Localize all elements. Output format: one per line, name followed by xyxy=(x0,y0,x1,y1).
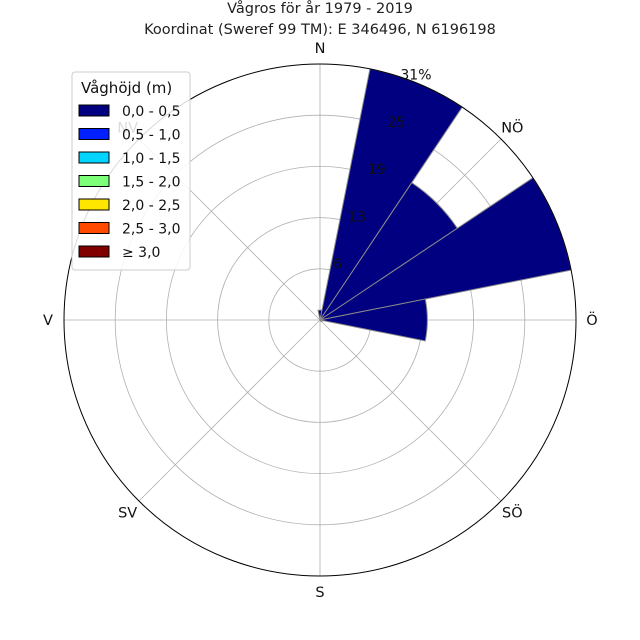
legend-frame xyxy=(71,71,191,271)
legend-swatch xyxy=(78,245,110,258)
direction-label: NÖ xyxy=(501,119,523,137)
legend-label: 1,0 - 1,5 xyxy=(122,151,180,167)
direction-label: S xyxy=(315,585,324,601)
rose-bar xyxy=(319,298,428,342)
radial-tick-label: 19 xyxy=(368,162,386,178)
polar-grid xyxy=(64,64,576,576)
chart-subtitle: Koordinat (Sweref 99 TM): E 346496, N 61… xyxy=(144,22,496,38)
legend-label: 2,5 - 3,0 xyxy=(122,222,180,238)
radial-tick-label: 6 xyxy=(333,257,342,273)
legend-swatch xyxy=(78,198,110,211)
radial-tick-labels: 6 13 19 25 31% xyxy=(333,67,431,272)
direction-label: Ö xyxy=(586,311,597,329)
legend-label: ≥ 3,0 xyxy=(122,245,160,261)
direction-label: SÖ xyxy=(502,503,523,521)
rose-bars xyxy=(317,68,572,342)
direction-label: N xyxy=(315,41,326,57)
legend-swatch xyxy=(78,128,110,140)
legend-label: 0,0 - 0,5 xyxy=(122,104,180,120)
legend-swatch xyxy=(78,151,110,164)
legend-title: Våghöjd (m) xyxy=(81,79,172,97)
polar-frame xyxy=(63,63,577,577)
legend-swatch xyxy=(78,222,110,234)
rose-bar xyxy=(319,319,323,323)
legend-label: 1,5 - 2,0 xyxy=(122,175,180,191)
legend: Våghöjd (m) 0,0 - 0,5 0,5 - 1,0 1,0 - 1,5 1… xyxy=(71,71,191,271)
direction-label: SV xyxy=(118,505,137,521)
grid-spoke xyxy=(319,319,502,502)
grid-spoke xyxy=(138,319,321,502)
legend-label: 2,0 - 2,5 xyxy=(122,198,180,214)
direction-label: V xyxy=(43,313,53,329)
radial-tick-label: 31% xyxy=(400,67,431,83)
legend-swatch xyxy=(78,104,110,117)
radial-tick-label: 13 xyxy=(348,209,366,225)
legend-label: 0,5 - 1,0 xyxy=(122,128,180,144)
chart-title: Vågros för år 1979 - 2019 xyxy=(227,0,413,17)
radial-tick-label: 25 xyxy=(387,115,405,131)
legend-swatch xyxy=(78,175,110,187)
